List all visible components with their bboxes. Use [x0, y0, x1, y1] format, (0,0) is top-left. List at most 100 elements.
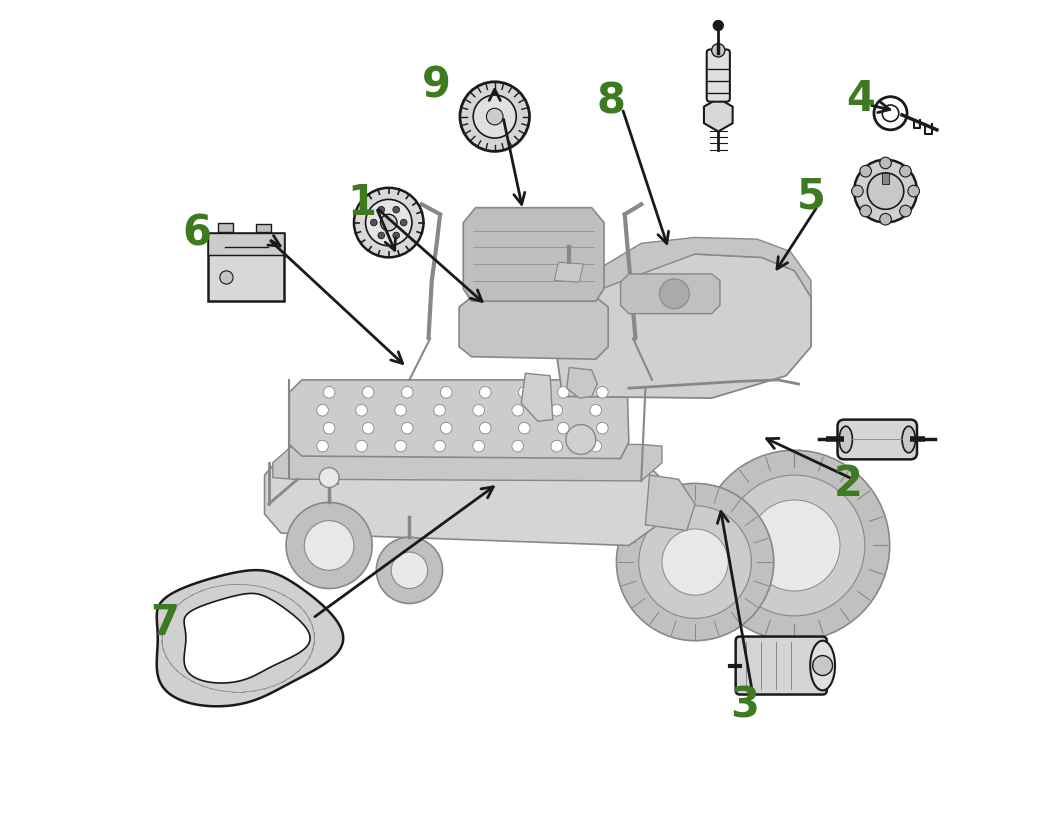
Polygon shape	[273, 445, 662, 481]
Bar	[882, 174, 889, 185]
Circle shape	[441, 423, 452, 434]
Circle shape	[365, 200, 412, 246]
Circle shape	[714, 22, 723, 31]
Circle shape	[395, 441, 407, 452]
Circle shape	[882, 106, 899, 122]
Circle shape	[860, 206, 872, 218]
Circle shape	[480, 423, 491, 434]
Text: 2: 2	[833, 463, 863, 504]
Circle shape	[380, 215, 397, 232]
Circle shape	[378, 233, 384, 240]
FancyBboxPatch shape	[838, 420, 917, 460]
Text: 3: 3	[731, 684, 759, 725]
Circle shape	[486, 109, 503, 126]
Polygon shape	[289, 380, 629, 459]
Circle shape	[362, 387, 374, 399]
Circle shape	[460, 83, 530, 152]
Circle shape	[639, 506, 752, 619]
FancyBboxPatch shape	[736, 637, 827, 695]
Polygon shape	[554, 255, 811, 399]
Text: 5: 5	[796, 175, 825, 217]
Circle shape	[391, 552, 428, 589]
Polygon shape	[157, 571, 343, 706]
Polygon shape	[463, 208, 604, 302]
Circle shape	[376, 538, 443, 604]
Polygon shape	[184, 594, 310, 683]
Circle shape	[900, 206, 911, 218]
Circle shape	[319, 468, 339, 488]
Circle shape	[557, 387, 569, 399]
Polygon shape	[579, 238, 811, 298]
Circle shape	[557, 423, 569, 434]
Circle shape	[590, 441, 602, 452]
Polygon shape	[567, 368, 597, 399]
Polygon shape	[265, 457, 666, 546]
Circle shape	[401, 387, 413, 399]
Bar	[218, 223, 233, 233]
Circle shape	[393, 207, 399, 213]
Circle shape	[434, 441, 446, 452]
Circle shape	[378, 207, 384, 213]
Text: 1: 1	[347, 182, 377, 223]
Circle shape	[596, 387, 608, 399]
Circle shape	[356, 441, 367, 452]
Circle shape	[880, 214, 892, 226]
Polygon shape	[621, 275, 720, 314]
Circle shape	[286, 503, 372, 589]
Circle shape	[860, 166, 872, 178]
Circle shape	[566, 425, 596, 455]
Circle shape	[712, 45, 725, 58]
Circle shape	[354, 189, 424, 258]
Circle shape	[551, 405, 562, 417]
Circle shape	[851, 186, 863, 198]
Circle shape	[362, 423, 374, 434]
Circle shape	[323, 423, 335, 434]
Text: 9: 9	[423, 65, 451, 106]
Circle shape	[317, 441, 328, 452]
Circle shape	[480, 387, 491, 399]
Circle shape	[371, 220, 377, 227]
Text: 7: 7	[150, 601, 180, 643]
Circle shape	[441, 387, 452, 399]
Circle shape	[317, 405, 328, 417]
Text: 8: 8	[596, 80, 625, 122]
Bar	[209, 234, 285, 256]
Circle shape	[304, 521, 354, 571]
Circle shape	[662, 529, 729, 595]
Circle shape	[511, 441, 523, 452]
Polygon shape	[460, 298, 608, 360]
Circle shape	[519, 387, 531, 399]
Ellipse shape	[810, 641, 836, 691]
Circle shape	[880, 158, 892, 170]
Circle shape	[511, 405, 523, 417]
Circle shape	[724, 476, 865, 616]
Circle shape	[699, 451, 890, 641]
Polygon shape	[521, 374, 553, 422]
Circle shape	[660, 280, 689, 309]
Circle shape	[854, 160, 917, 223]
Circle shape	[393, 233, 399, 240]
Polygon shape	[554, 263, 584, 283]
Circle shape	[323, 387, 335, 399]
FancyBboxPatch shape	[706, 50, 730, 103]
Circle shape	[590, 405, 602, 417]
Polygon shape	[645, 476, 695, 531]
Ellipse shape	[839, 427, 852, 453]
Circle shape	[908, 186, 919, 198]
Circle shape	[551, 441, 562, 452]
Text: 6: 6	[182, 213, 211, 254]
Circle shape	[356, 405, 367, 417]
Ellipse shape	[902, 427, 915, 453]
Circle shape	[220, 271, 233, 284]
Polygon shape	[704, 99, 733, 132]
Circle shape	[472, 405, 484, 417]
Circle shape	[472, 441, 484, 452]
Text: 4: 4	[846, 79, 875, 120]
Circle shape	[812, 656, 832, 676]
Bar	[209, 234, 285, 302]
Circle shape	[434, 405, 446, 417]
Circle shape	[519, 423, 531, 434]
Circle shape	[400, 220, 407, 227]
Circle shape	[395, 405, 407, 417]
Circle shape	[749, 500, 840, 591]
